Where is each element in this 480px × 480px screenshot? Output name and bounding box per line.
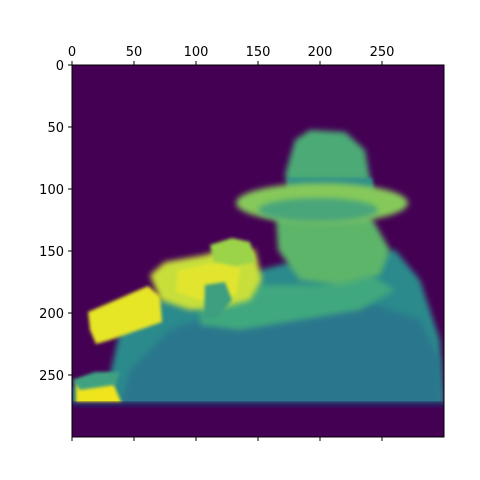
x-tick-label: 150 [246, 45, 271, 60]
y-tick-label: 250 [39, 369, 64, 384]
camera-top-region [210, 238, 255, 266]
bright-arm-region [88, 286, 162, 344]
y-tick-label: 150 [39, 245, 64, 260]
x-tick-label: 250 [370, 45, 395, 60]
hand-shadow-region [204, 282, 232, 318]
x-tick-label: 0 [68, 45, 76, 60]
heatmap-image [72, 130, 444, 437]
x-tick-label: 100 [184, 45, 209, 60]
y-tick-label: 200 [39, 307, 64, 322]
coat-darker-region [120, 300, 440, 405]
y-tick-label: 100 [39, 183, 64, 198]
bottom-edge-line [72, 402, 444, 407]
x-tick-label: 50 [126, 45, 143, 60]
x-tick-label: 200 [308, 45, 333, 60]
y-axis-ticks: 0 50 100 150 200 250 [39, 59, 72, 384]
y-tick-label: 0 [56, 59, 64, 74]
bottom-dark-band [72, 405, 444, 437]
y-tick-label: 50 [47, 121, 64, 136]
lower-left-teal-strip [72, 372, 120, 390]
hat-brim-inner [258, 198, 378, 222]
x-axis-ticks: 0 50 100 150 200 250 [68, 45, 395, 441]
